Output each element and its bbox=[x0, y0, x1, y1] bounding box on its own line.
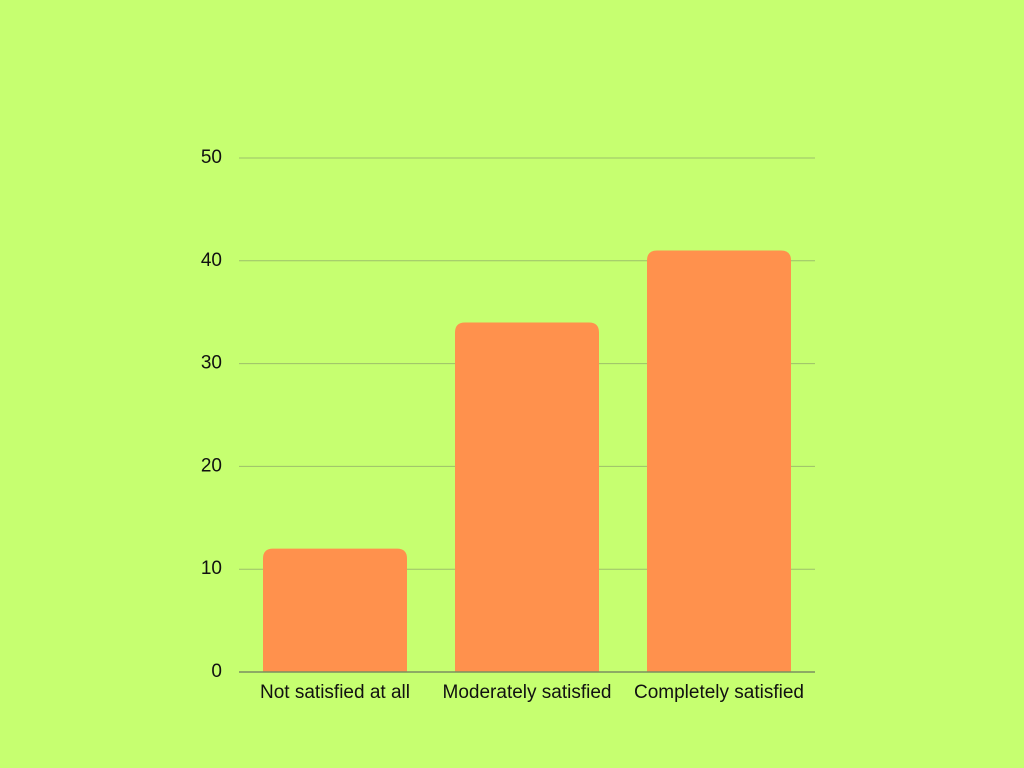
bar bbox=[263, 548, 407, 672]
y-tick-label: 30 bbox=[201, 353, 222, 374]
x-tick-label: Not satisfied at all bbox=[260, 682, 410, 703]
x-tick-label: Completely satisfied bbox=[634, 682, 804, 703]
y-tick-label: 10 bbox=[201, 558, 222, 579]
bar bbox=[455, 322, 599, 672]
bar bbox=[647, 250, 791, 672]
y-tick-label: 40 bbox=[201, 250, 222, 271]
y-tick-label: 20 bbox=[201, 455, 222, 476]
x-tick-label: Moderately satisfied bbox=[443, 682, 612, 703]
y-tick-label: 0 bbox=[211, 661, 222, 682]
y-tick-label: 50 bbox=[201, 147, 222, 168]
